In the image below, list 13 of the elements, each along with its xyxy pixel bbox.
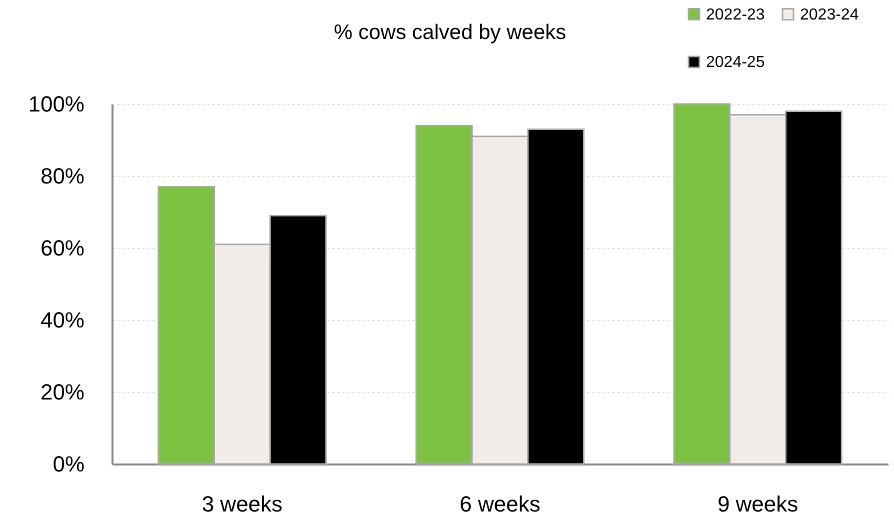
y-tick-label: 80% xyxy=(40,164,84,188)
y-tick-label: 60% xyxy=(40,236,84,260)
x-tick-label: 3 weeks xyxy=(202,492,283,516)
chart-title: % cows calved by weeks xyxy=(334,21,566,44)
legend-label: 2023-24 xyxy=(800,6,859,24)
y-tick-label: 100% xyxy=(28,92,84,116)
y-tick-label: 20% xyxy=(40,380,84,404)
y-tick-label: 40% xyxy=(40,308,84,332)
y-tick-label: 0% xyxy=(52,452,84,476)
legend-label: 2024-25 xyxy=(706,54,765,71)
x-tick-label: 9 weeks xyxy=(717,492,798,516)
x-tick-label: 6 weeks xyxy=(460,492,540,516)
legend-label: 2022-23 xyxy=(706,6,765,24)
